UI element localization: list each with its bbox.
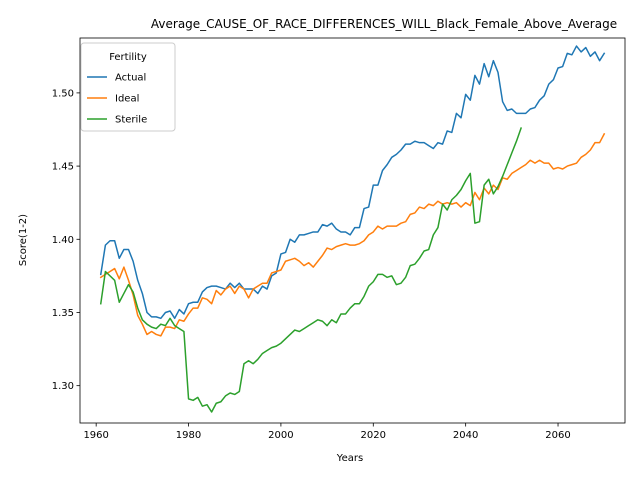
series-layer: [99, 45, 606, 413]
legend: Fertility Actual Ideal Sterile: [80, 42, 176, 132]
ticks-layer: 1960 1980 2000 2020 2040 2060 1.30 1.35 1.40 1.45…: [52, 88, 571, 441]
x-tick-label: 2000: [268, 430, 293, 441]
x-tick-label: 1960: [83, 430, 108, 441]
chart-title: Average_CAUSE_OF_RACE_DIFFERENCES_WILL_B…: [151, 17, 617, 31]
x-tick-label: 2040: [453, 430, 478, 441]
x-tick-label: 1980: [176, 430, 201, 441]
series-line-actual: [99, 45, 606, 320]
legend-label-actual: Actual: [115, 73, 146, 84]
x-axis-label: Years: [336, 453, 363, 464]
y-tick-label: 1.35: [52, 308, 74, 319]
y-tick-label: 1.50: [52, 88, 74, 99]
legend-box: [80, 42, 176, 132]
legend-title: Fertility: [109, 52, 147, 63]
plot-frame: [79, 37, 626, 424]
y-axis-label: Score(1-2): [18, 214, 29, 266]
x-tick-label: 2060: [545, 430, 570, 441]
legend-label-ideal: Ideal: [115, 94, 139, 105]
series-line-ideal: [99, 132, 606, 337]
series-line-sterile: [99, 127, 523, 413]
y-tick-label: 1.30: [52, 381, 74, 392]
x-tick-label: 2020: [361, 430, 386, 441]
legend-entries: Actual Ideal Sterile: [87, 73, 147, 126]
plot-area: 1960 1980 2000 2020 2040 2060 1.30 1.35 1.40 1.45…: [52, 37, 626, 441]
legend-label-sterile: Sterile: [115, 115, 147, 126]
y-tick-label: 1.40: [52, 235, 74, 246]
y-tick-label: 1.45: [52, 162, 74, 173]
